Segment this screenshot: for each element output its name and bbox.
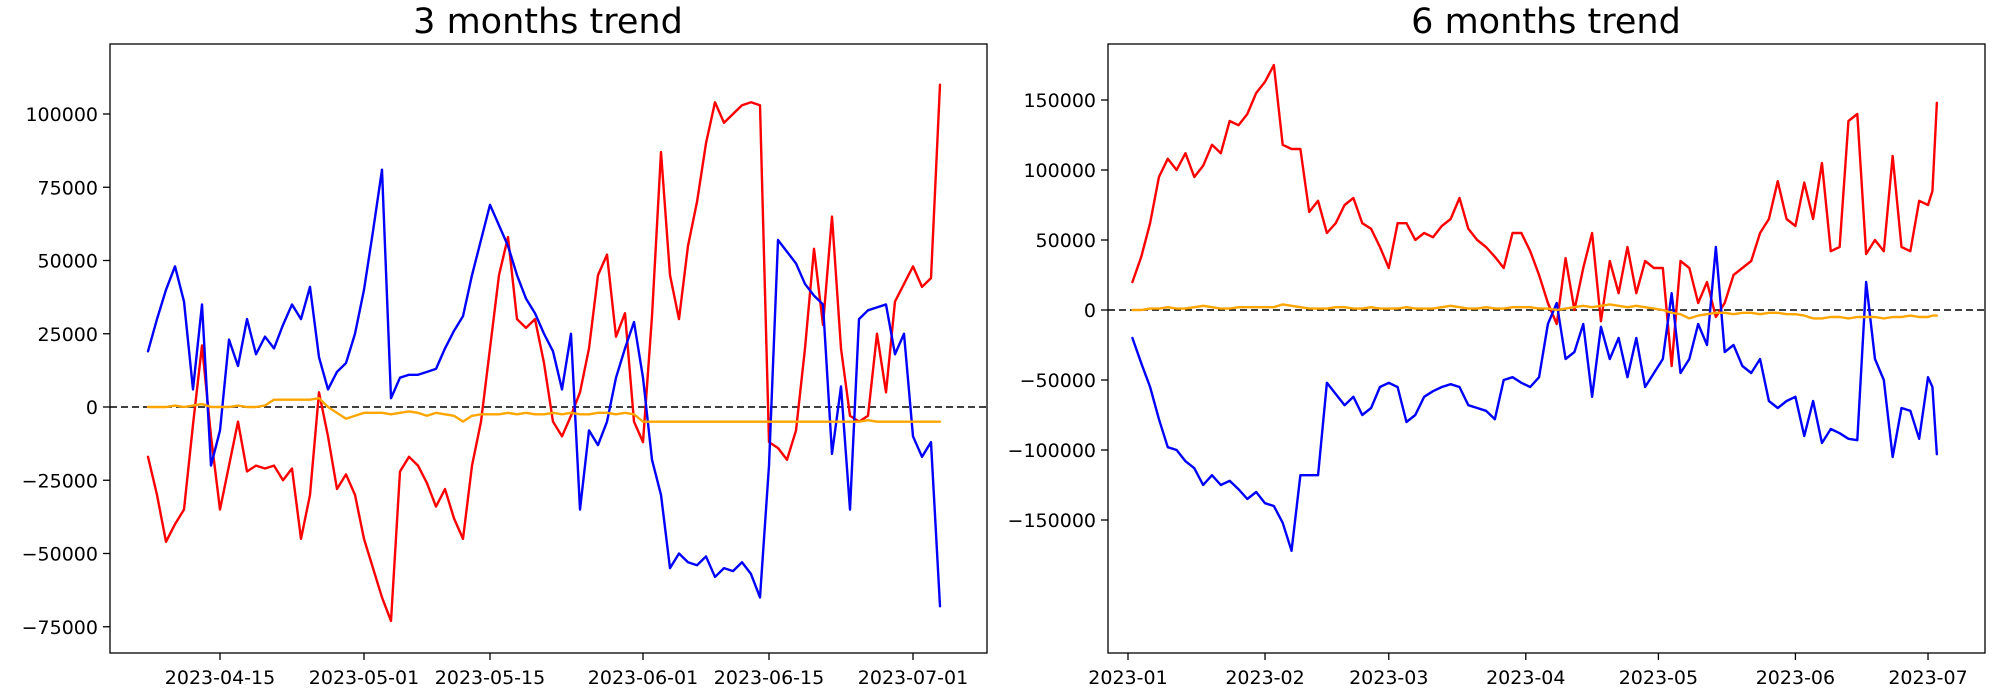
y-tick-label: −150000 (1008, 510, 1096, 532)
orange-line (1131, 303, 1939, 320)
y-tick-label: −50000 (1020, 370, 1096, 392)
x-tick-label: 2023-06-15 (714, 667, 824, 689)
x-tick-label: 2023-05 (1619, 667, 1698, 689)
y-tick-label: 150000 (1023, 90, 1096, 112)
x-tick-label: 2023-06 (1756, 667, 1835, 689)
y-tick-label: 100000 (25, 104, 98, 126)
x-tick-label: 2023-05-15 (435, 667, 545, 689)
x-tick-label: 2023-07-01 (858, 667, 968, 689)
y-tick-label: 25000 (38, 324, 98, 346)
red-line (1131, 63, 1939, 368)
y-tick-label: −100000 (1008, 440, 1096, 462)
x-tick-label: 2023-02 (1225, 667, 1304, 689)
x-tick-label: 2023-04 (1486, 667, 1565, 689)
x-tick-label: 2023-07 (1888, 667, 1967, 689)
orange-line (146, 397, 942, 423)
y-tick-label: 0 (86, 397, 98, 419)
y-tick-label: 0 (1084, 300, 1096, 322)
y-tick-label: 50000 (38, 251, 98, 273)
x-tick-label: 2023-04-15 (165, 667, 275, 689)
x-tick-label: 2023-01 (1088, 667, 1167, 689)
y-tick-label: −75000 (22, 617, 98, 639)
x-tick-label: 2023-03 (1349, 667, 1428, 689)
y-tick-label: 50000 (1036, 230, 1096, 252)
y-tick-label: −25000 (22, 470, 98, 492)
right-chart-title: 6 months trend (1411, 2, 1681, 42)
red-line (146, 83, 942, 623)
blue-line (1131, 245, 1939, 552)
x-tick-label: 2023-05-01 (309, 667, 419, 689)
y-tick-label: −50000 (22, 544, 98, 566)
left-chart-title: 3 months trend (413, 2, 683, 42)
blue-line (146, 168, 942, 608)
y-tick-label: 100000 (1023, 160, 1096, 182)
x-tick-label: 2023-06-01 (588, 667, 698, 689)
y-tick-label: 75000 (38, 177, 98, 199)
plot-border (1107, 43, 1986, 654)
plot-border (109, 43, 988, 654)
